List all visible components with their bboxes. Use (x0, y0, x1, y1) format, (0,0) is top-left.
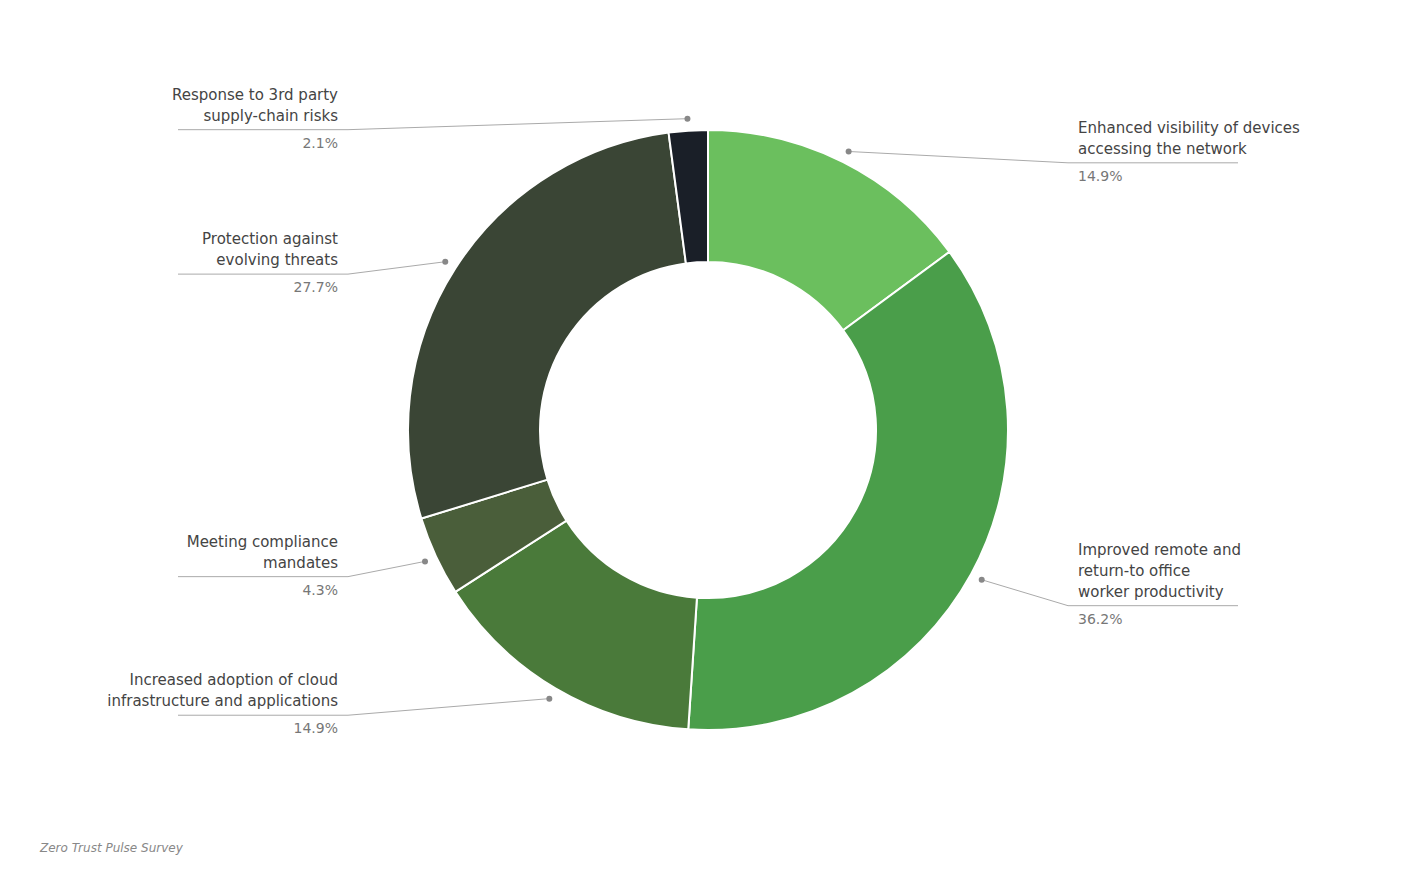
leader-dot (546, 696, 552, 702)
slice (688, 252, 1008, 730)
leader-dot (979, 577, 985, 583)
leader-dot (442, 259, 448, 265)
data-label: 2.1% (302, 135, 338, 151)
category-label: Meeting compliancemandates (187, 533, 338, 572)
category-label: Protection againstevolving threats (202, 230, 338, 269)
category-label: Increased adoption of cloudinfrastructur… (107, 671, 338, 710)
labels: Enhanced visibility of devicesaccessing … (107, 86, 1300, 737)
data-label: 36.2% (1078, 611, 1122, 627)
footnote: Zero Trust Pulse Survey (39, 841, 184, 855)
data-label: 14.9% (1078, 168, 1122, 184)
leader-dot (846, 148, 852, 154)
slice (669, 130, 708, 263)
category-label: Enhanced visibility of devicesaccessing … (1078, 119, 1300, 158)
data-label: 14.9% (294, 720, 338, 736)
leader-dot (422, 558, 428, 564)
category-label: Improved remote andreturn-to officeworke… (1078, 541, 1241, 601)
slice (408, 133, 686, 519)
leader-line (982, 580, 1238, 606)
slices (408, 130, 1008, 730)
leader-dot (684, 116, 690, 122)
chart: Enhanced visibility of devicesaccessing … (0, 0, 1416, 882)
data-label: 4.3% (302, 582, 338, 598)
data-label: 27.7% (294, 279, 338, 295)
category-label: Response to 3rd partysupply-chain risks (172, 86, 338, 125)
